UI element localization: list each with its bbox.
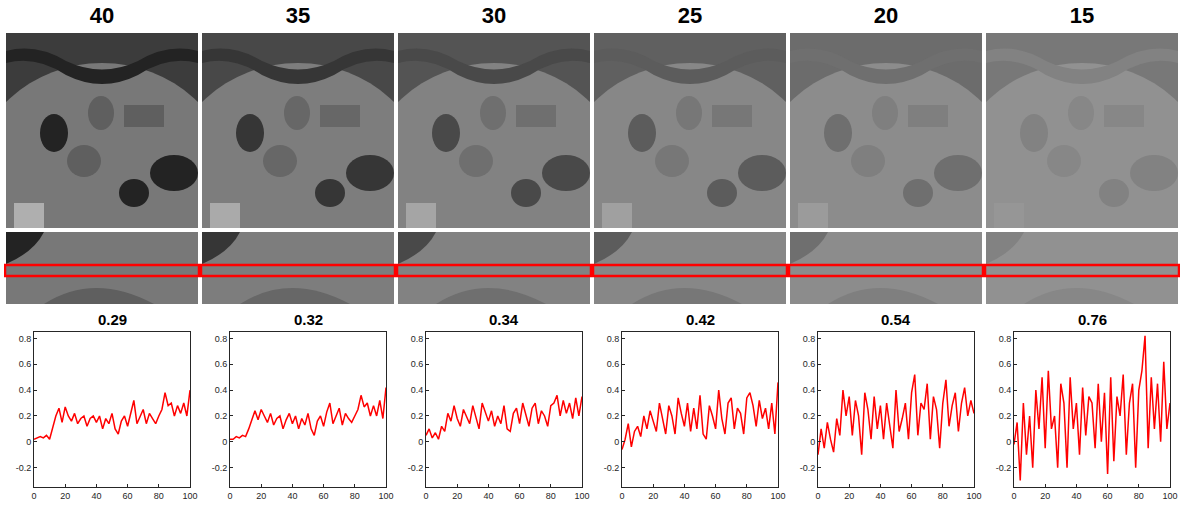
svg-text:80: 80 (1134, 491, 1144, 501)
svg-text:0.2: 0.2 (607, 411, 620, 421)
svg-text:0: 0 (423, 491, 428, 501)
svg-text:80: 80 (350, 491, 360, 501)
svg-text:0: 0 (222, 437, 227, 447)
svg-text:0: 0 (619, 491, 624, 501)
svg-text:-0.2: -0.2 (996, 463, 1012, 473)
svg-text:0.4: 0.4 (803, 385, 816, 395)
svg-text:100: 100 (378, 491, 393, 501)
svg-text:-0.2: -0.2 (16, 463, 32, 473)
svg-text:0.6: 0.6 (803, 359, 816, 369)
svg-text:0: 0 (31, 491, 36, 501)
svg-text:80: 80 (742, 491, 752, 501)
svg-text:40: 40 (91, 491, 101, 501)
svg-text:100: 100 (1162, 491, 1177, 501)
svg-text:0.32: 0.32 (294, 311, 323, 328)
svg-text:0.8: 0.8 (607, 334, 620, 344)
html-text:40: 40 (89, 3, 115, 28)
html-text:25: 25 (677, 3, 703, 28)
svg-text:0.4: 0.4 (999, 385, 1012, 395)
svg-text:40: 40 (679, 491, 689, 501)
html-text:30: 30 (481, 3, 507, 28)
svg-text:0.34: 0.34 (489, 311, 519, 328)
svg-text:80: 80 (546, 491, 556, 501)
svg-text:0.6: 0.6 (19, 359, 32, 369)
svg-text:60: 60 (123, 491, 133, 501)
html-text:15: 15 (1069, 3, 1095, 28)
svg-text:80: 80 (938, 491, 948, 501)
html-text:20: 20 (873, 3, 899, 28)
svg-text:0.8: 0.8 (803, 334, 816, 344)
svg-text:20: 20 (256, 491, 266, 501)
svg-text:0.54: 0.54 (881, 311, 911, 328)
svg-text:0: 0 (815, 491, 820, 501)
svg-text:100: 100 (770, 491, 785, 501)
svg-text:0: 0 (26, 437, 31, 447)
svg-text:0: 0 (227, 491, 232, 501)
svg-text:0: 0 (614, 437, 619, 447)
svg-text:-0.2: -0.2 (800, 463, 816, 473)
svg-text:0.42: 0.42 (686, 311, 715, 328)
svg-text:0: 0 (418, 437, 423, 447)
svg-text:0.4: 0.4 (19, 385, 32, 395)
svg-text:0.6: 0.6 (607, 359, 620, 369)
svg-text:0.4: 0.4 (411, 385, 424, 395)
svg-text:0.2: 0.2 (215, 411, 228, 421)
svg-text:-0.2: -0.2 (408, 463, 424, 473)
svg-text:20: 20 (60, 491, 70, 501)
svg-text:0: 0 (1011, 491, 1016, 501)
svg-text:60: 60 (1103, 491, 1113, 501)
svg-text:0.2: 0.2 (999, 411, 1012, 421)
svg-text:0.29: 0.29 (98, 311, 127, 328)
svg-text:0.4: 0.4 (215, 385, 228, 395)
svg-text:20: 20 (1040, 491, 1050, 501)
svg-text:0.8: 0.8 (215, 334, 228, 344)
svg-text:0: 0 (810, 437, 815, 447)
svg-text:0.6: 0.6 (411, 359, 424, 369)
svg-text:60: 60 (711, 491, 721, 501)
svg-text:100: 100 (574, 491, 589, 501)
svg-text:0.76: 0.76 (1078, 311, 1107, 328)
svg-text:60: 60 (319, 491, 329, 501)
svg-text:0.2: 0.2 (803, 411, 816, 421)
svg-text:0.2: 0.2 (19, 411, 32, 421)
svg-text:40: 40 (483, 491, 493, 501)
html-text:35: 35 (285, 3, 311, 28)
svg-text:-0.2: -0.2 (212, 463, 228, 473)
svg-text:0.4: 0.4 (607, 385, 620, 395)
svg-text:0.6: 0.6 (215, 359, 228, 369)
svg-text:100: 100 (966, 491, 981, 501)
svg-text:0.2: 0.2 (411, 411, 424, 421)
svg-text:-0.2: -0.2 (604, 463, 620, 473)
svg-text:20: 20 (648, 491, 658, 501)
svg-text:60: 60 (515, 491, 525, 501)
svg-text:0.8: 0.8 (411, 334, 424, 344)
svg-text:20: 20 (844, 491, 854, 501)
svg-text:0.8: 0.8 (999, 334, 1012, 344)
svg-text:0.8: 0.8 (19, 334, 32, 344)
svg-text:100: 100 (182, 491, 197, 501)
svg-text:40: 40 (287, 491, 297, 501)
svg-text:20: 20 (452, 491, 462, 501)
svg-text:40: 40 (875, 491, 885, 501)
svg-text:80: 80 (154, 491, 164, 501)
svg-text:60: 60 (907, 491, 917, 501)
svg-text:0.6: 0.6 (999, 359, 1012, 369)
svg-text:40: 40 (1071, 491, 1081, 501)
svg-text:0: 0 (1006, 437, 1011, 447)
